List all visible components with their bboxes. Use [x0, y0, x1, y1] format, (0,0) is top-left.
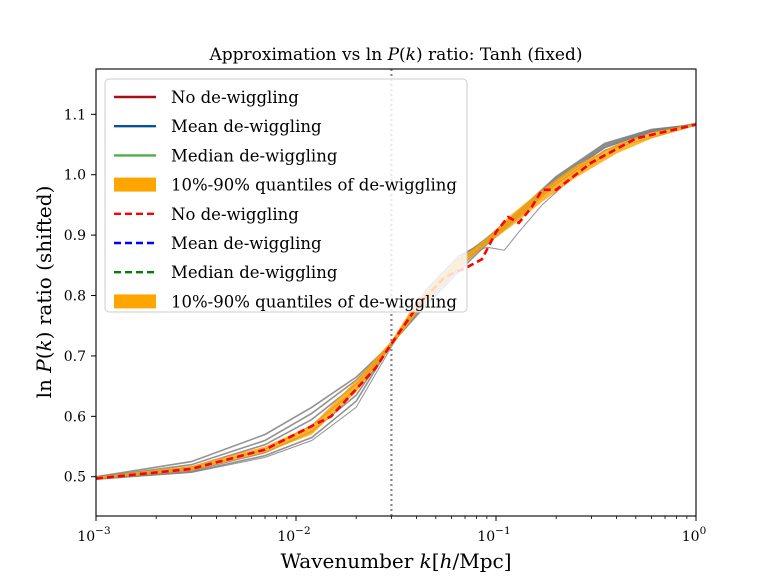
y-tick-label: 0.7 [64, 349, 86, 365]
legend-label: 10%-90% quantiles of de-wiggling [171, 176, 457, 195]
series-line [96, 123, 696, 480]
series-group [96, 123, 696, 480]
y-axis-label: ln P(k) ratio (shifted) [32, 186, 56, 399]
legend-label: Mean de-wiggling [171, 117, 322, 136]
chart-title: Approximation vs ln P(k) ratio: Tanh (fi… [209, 45, 583, 65]
legend-label: Median de-wiggling [171, 263, 338, 282]
legend-swatch [114, 177, 156, 192]
x-axis-label: Wavenumber k[h/Mpc] [280, 549, 511, 573]
legend-swatch [114, 294, 156, 309]
y-tick-label: 0.9 [64, 228, 86, 244]
legend-label: No de-wiggling [171, 88, 299, 107]
legend-label: Mean de-wiggling [171, 234, 322, 253]
legend-label: Median de-wiggling [171, 146, 338, 165]
legend-label: 10%-90% quantiles of de-wiggling [171, 292, 457, 311]
x-tick-label: 100 [682, 525, 707, 545]
legend-box [104, 78, 468, 313]
axis-ticks: 10−3 10−2 10−1 100 0.5 0.6 0.7 0.8 0.9 1.0 1.1 [64, 107, 707, 545]
x-tick-label: 10−1 [477, 525, 510, 545]
legend: No de-wiggling Mean de-wiggling Median de-… [104, 78, 468, 313]
y-tick-label: 0.8 [64, 289, 86, 305]
legend-label: No de-wiggling [171, 205, 299, 224]
y-tick-label: 1.1 [64, 107, 86, 123]
x-tick-label: 10−3 [77, 525, 110, 545]
plot-frame [95, 68, 697, 517]
y-tick-label: 1.0 [64, 168, 86, 184]
y-tick-label: 0.5 [64, 470, 86, 486]
y-tick-label: 0.6 [64, 409, 86, 425]
x-tick-label: 10−2 [277, 525, 310, 545]
